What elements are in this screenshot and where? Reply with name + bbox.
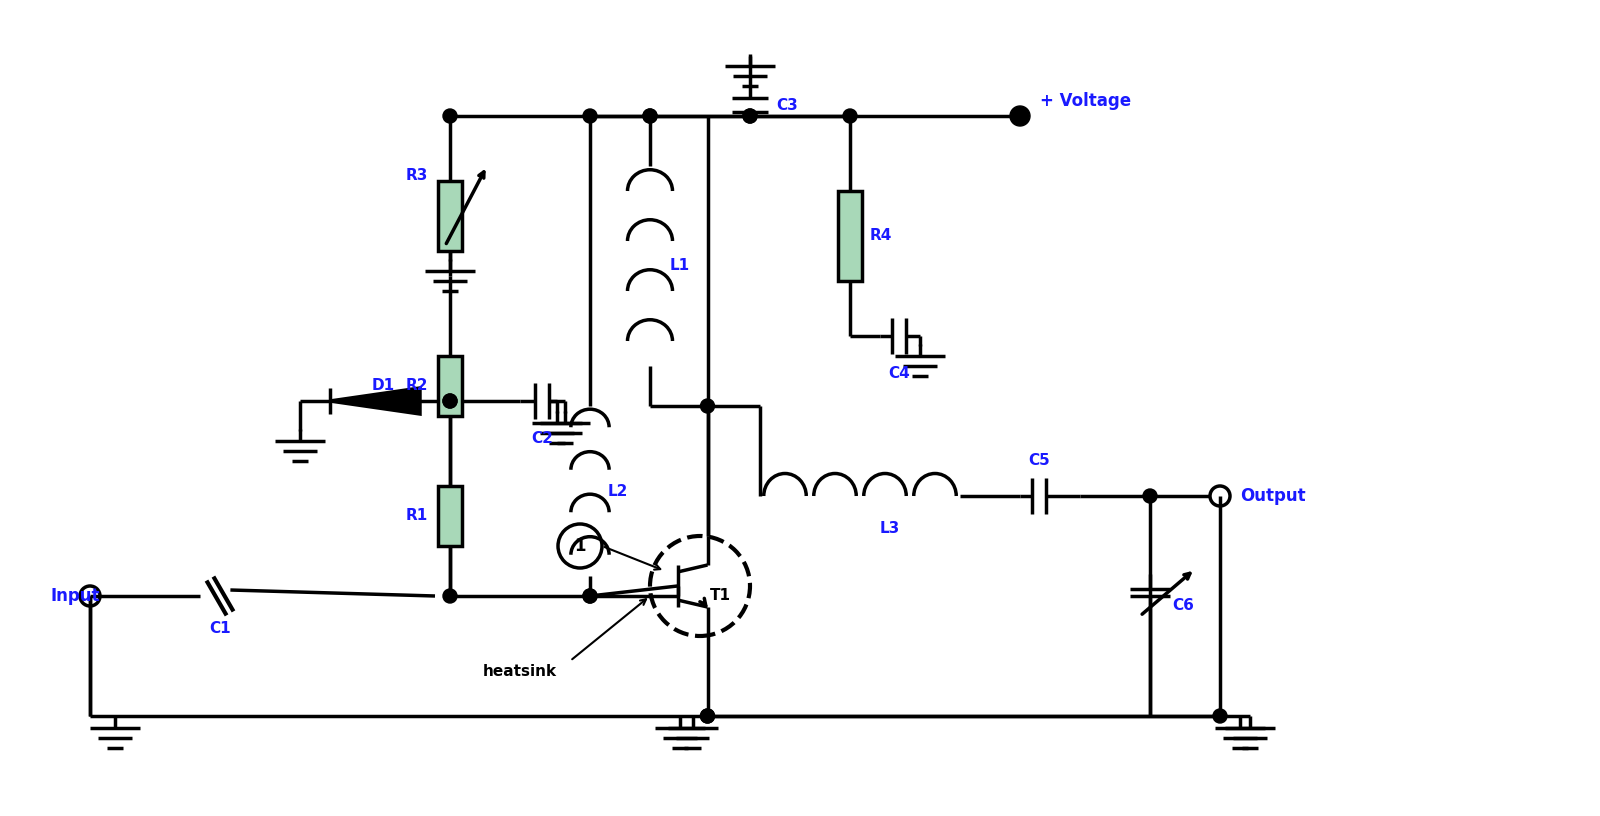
Circle shape [1213, 709, 1227, 723]
Text: C1: C1 [210, 621, 230, 636]
Circle shape [1142, 489, 1157, 503]
Circle shape [701, 709, 715, 723]
FancyBboxPatch shape [438, 181, 462, 251]
Text: R2: R2 [405, 379, 429, 393]
Text: heatsink: heatsink [483, 663, 557, 678]
Circle shape [843, 109, 858, 123]
Circle shape [742, 109, 757, 123]
Text: R1: R1 [406, 508, 429, 524]
FancyBboxPatch shape [838, 191, 862, 281]
Text: C4: C4 [888, 366, 910, 381]
Text: T1: T1 [710, 588, 731, 604]
Circle shape [701, 399, 715, 413]
Circle shape [582, 589, 597, 603]
Text: C3: C3 [776, 97, 798, 113]
Polygon shape [330, 388, 419, 414]
Circle shape [443, 394, 458, 408]
Text: Input: Input [50, 587, 99, 605]
Text: C6: C6 [1171, 598, 1194, 614]
FancyBboxPatch shape [438, 356, 462, 416]
Text: 1: 1 [574, 537, 586, 555]
FancyBboxPatch shape [438, 486, 462, 546]
Text: D1: D1 [371, 379, 395, 393]
Circle shape [443, 109, 458, 123]
Circle shape [582, 109, 597, 123]
Circle shape [582, 589, 597, 603]
Circle shape [443, 394, 458, 408]
Text: R4: R4 [870, 228, 893, 243]
Text: R3: R3 [406, 168, 429, 184]
Circle shape [443, 589, 458, 603]
Circle shape [643, 109, 658, 123]
Text: + Voltage: + Voltage [1040, 92, 1131, 110]
Circle shape [742, 109, 757, 123]
Text: L1: L1 [670, 259, 690, 273]
Text: C2: C2 [531, 431, 554, 446]
Circle shape [1013, 109, 1027, 123]
Circle shape [643, 109, 658, 123]
Circle shape [1010, 106, 1030, 126]
Text: L3: L3 [880, 521, 901, 536]
Text: C5: C5 [1029, 453, 1050, 468]
Circle shape [701, 709, 715, 723]
Text: L2: L2 [608, 484, 629, 499]
Text: Output: Output [1240, 487, 1306, 505]
